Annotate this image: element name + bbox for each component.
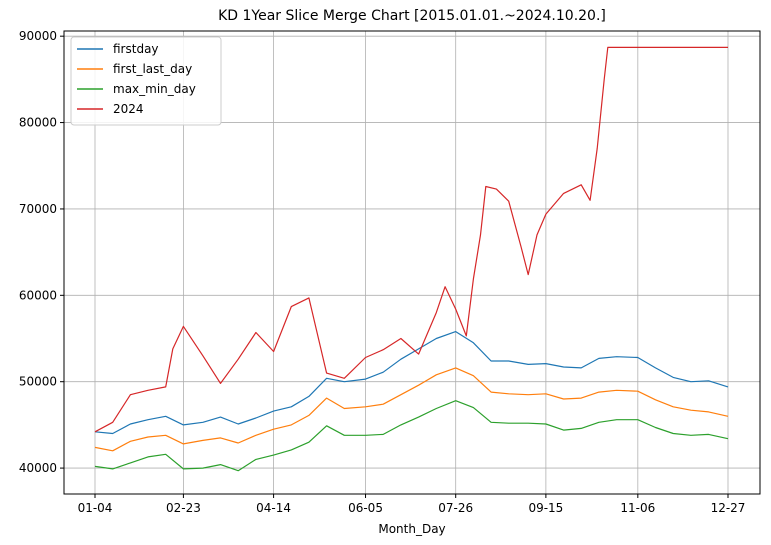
legend-label: max_min_day <box>113 82 196 96</box>
x-tick-label: 04-14 <box>256 501 291 515</box>
y-tick-label: 90000 <box>19 29 57 43</box>
legend: firstday first_last_day max_min_day 2024 <box>70 36 222 126</box>
legend-label: 2024 <box>113 102 144 116</box>
x-tick-label: 06-05 <box>348 501 383 515</box>
x-tick-label: 11-06 <box>620 501 655 515</box>
series-line-max-min-day <box>94 400 729 472</box>
y-axis-ticks: 40000 50000 60000 70000 80000 90000 <box>19 29 64 475</box>
legend-label: firstday <box>113 42 159 56</box>
series-line-first-last-day <box>94 367 729 452</box>
x-axis-label: Month_Day <box>378 522 445 536</box>
x-tick-label: 09-15 <box>528 501 563 515</box>
x-tick-label: 02-23 <box>166 501 201 515</box>
y-tick-label: 80000 <box>19 116 57 130</box>
series-line-2024 <box>94 46 728 433</box>
series-lines <box>94 46 729 472</box>
legend-box <box>70 36 222 126</box>
chart-title: KD 1Year Slice Merge Chart [2015.01.01.~… <box>218 8 606 24</box>
plot-frame <box>63 30 761 495</box>
series-line-firstday <box>94 331 729 435</box>
grid-lines <box>64 31 760 494</box>
x-tick-label: 07-26 <box>438 501 473 515</box>
y-tick-label: 50000 <box>19 375 57 389</box>
x-axis-ticks: 01-04 02-23 04-14 06-05 07-26 09-15 11-06 12-27 <box>78 494 746 515</box>
x-tick-label: 12-27 <box>711 501 746 515</box>
y-tick-label: 70000 <box>19 202 57 216</box>
legend-label: first_last_day <box>113 62 192 76</box>
y-tick-label: 40000 <box>19 461 57 475</box>
x-tick-label: 01-04 <box>78 501 113 515</box>
y-tick-label: 60000 <box>19 288 57 302</box>
